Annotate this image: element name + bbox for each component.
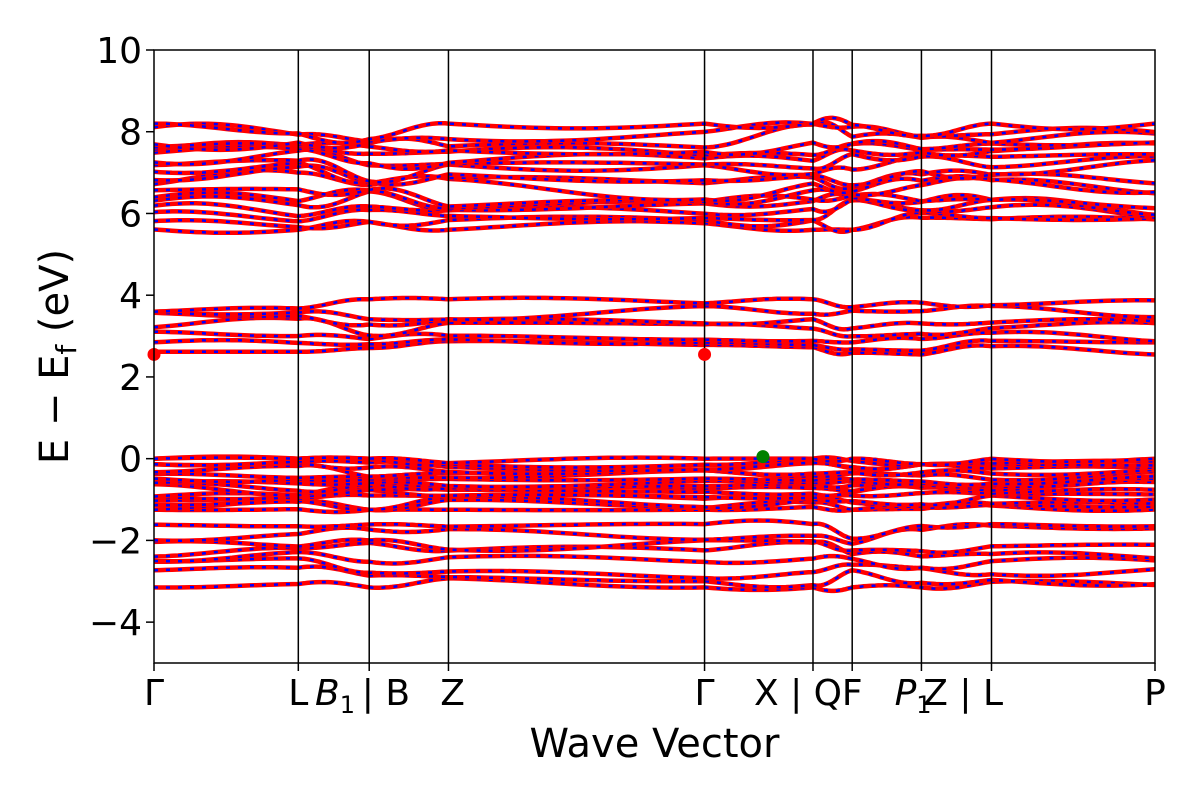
band-line-spin-down <box>153 296 1156 313</box>
band-line-spin-down <box>153 188 1156 210</box>
x-ticks: Γ L B1 | B Z Γ X | Q F P1Z | L P <box>144 663 1166 719</box>
band-line-spin-down <box>153 550 1156 571</box>
y-tick-label: 6 <box>119 194 142 235</box>
band-extremum-marker <box>698 347 712 361</box>
band-extremum-marker <box>756 450 770 464</box>
plot-frame <box>153 49 1156 664</box>
band-line-spin-down <box>153 120 1156 152</box>
band-line-spin-down <box>153 190 1156 216</box>
band-line-spin-down <box>153 540 1156 560</box>
y-ticks: −4 −2 0 2 4 6 8 10 <box>89 31 154 644</box>
y-tick-label: −2 <box>89 521 142 562</box>
band-line-spin-down <box>153 311 1156 331</box>
band-line-spin-down <box>153 164 1156 190</box>
x-tick-label: Z | L <box>923 673 1003 714</box>
band-line-spin-down <box>153 215 1156 235</box>
y-tick-label: 8 <box>119 113 142 154</box>
band-line-spin-down <box>153 498 1156 512</box>
band-line-spin-down <box>153 538 1156 554</box>
band-line-spin-down <box>154 557 1156 580</box>
x-tick-label: Z <box>440 673 465 714</box>
x-tick-label: Γ <box>144 673 164 714</box>
band-line-spin-down <box>153 199 1156 223</box>
x-tick-label: L <box>288 673 308 714</box>
band-lines <box>153 115 1156 594</box>
y-tick-label: 4 <box>119 276 142 317</box>
band-line-spin-down <box>153 196 1156 218</box>
band-line-spin-down <box>153 141 1156 171</box>
extrema-markers <box>147 347 770 464</box>
y-tick-label: −4 <box>89 603 142 644</box>
x-tick-label: P1 <box>895 673 932 719</box>
x-tick-label: | B <box>362 673 410 714</box>
band-line-spin-down <box>153 121 1156 143</box>
band-line-spin-down <box>153 338 1155 352</box>
x-tick-label: F <box>842 673 863 714</box>
band-line-spin-down <box>153 155 1156 184</box>
band-line-spin-up <box>153 115 1156 146</box>
band-line-spin-up <box>154 518 1156 541</box>
x-tick-label: Γ <box>695 673 715 714</box>
band-line-spin-down <box>153 148 1156 171</box>
x-axis-label: Wave Vector <box>530 721 781 767</box>
band-line-spin-down <box>154 519 1156 540</box>
y-tick-label: 10 <box>96 31 142 72</box>
band-line-spin-down <box>153 577 1156 593</box>
band-line-spin-down <box>153 116 1156 145</box>
band-line-spin-down <box>154 339 1156 356</box>
x-tick-label: X | Q <box>754 673 842 714</box>
band-line-spin-down <box>153 477 1156 494</box>
x-tick-label: B1 <box>315 673 355 719</box>
band-line-spin-down <box>153 140 1156 157</box>
x-tick-label: P <box>1144 673 1166 714</box>
y-tick-label: 0 <box>119 440 142 481</box>
y-tick-label: 2 <box>119 358 142 399</box>
band-line-spin-down <box>153 159 1156 187</box>
band-line-spin-down <box>153 211 1156 234</box>
band-line-spin-up <box>153 474 1156 488</box>
y-axis-label-text: E − Ef (eV) <box>32 249 83 464</box>
y-axis-label: E − Ef (eV) <box>32 249 83 464</box>
band-line-spin-down <box>153 176 1156 208</box>
